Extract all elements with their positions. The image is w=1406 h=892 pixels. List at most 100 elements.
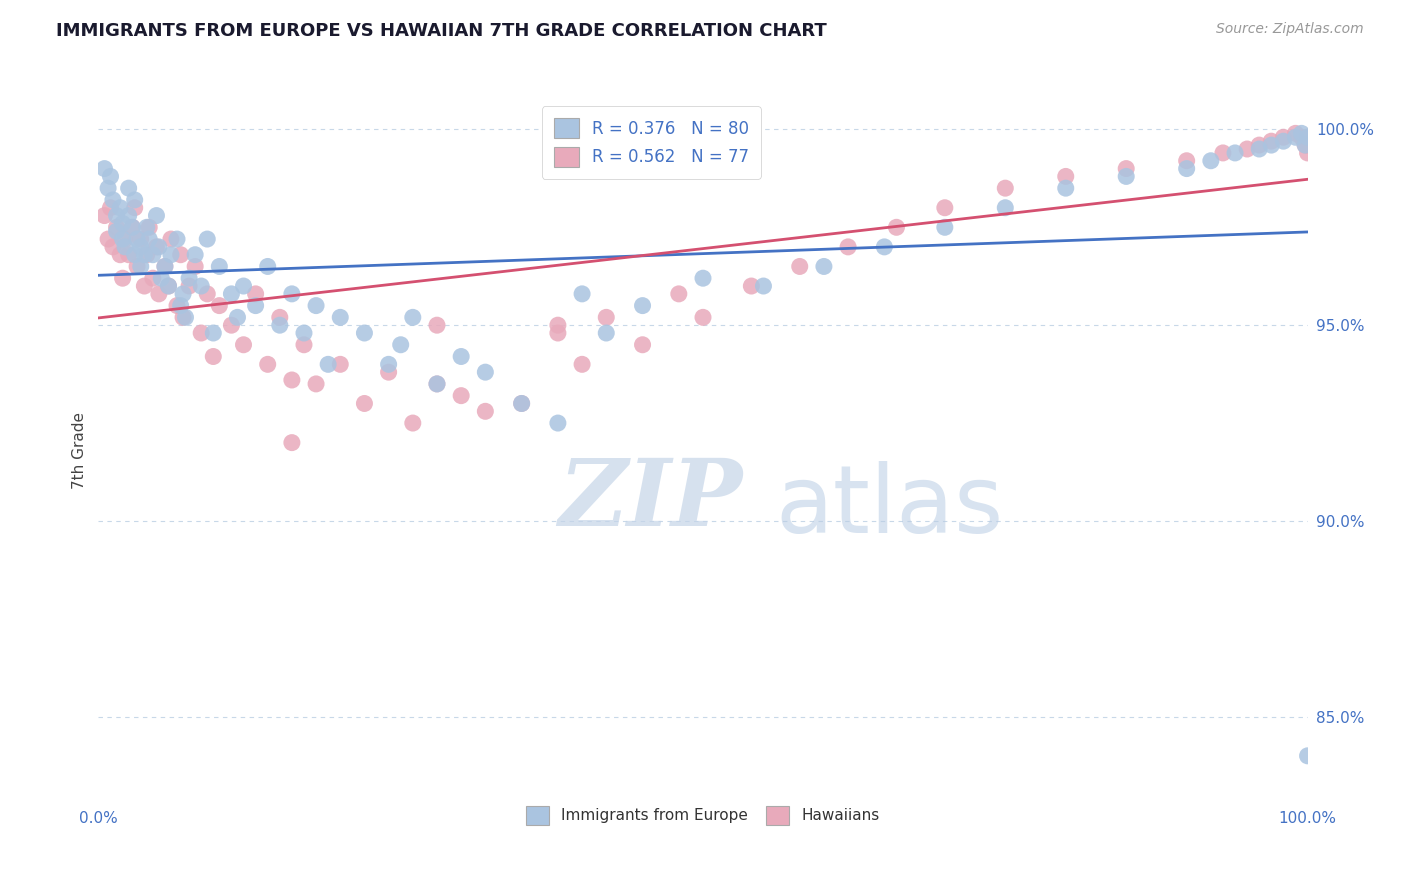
Point [226,310,249,325]
Point [174,310,197,325]
Point [934,220,956,235]
Point [118,209,141,223]
Point [353,396,375,410]
Point [740,279,762,293]
Point [93,161,115,176]
Point [1260,134,1282,148]
Point [108,201,131,215]
Point [169,299,191,313]
Point [402,310,425,325]
Text: Source: ZipAtlas.com: Source: ZipAtlas.com [1216,22,1364,37]
Point [377,365,399,379]
Point [1284,130,1306,145]
Point [510,396,533,410]
Point [1294,138,1316,153]
Point [124,201,146,215]
Point [994,181,1017,195]
Point [97,232,120,246]
Point [221,318,243,333]
Point [134,248,156,262]
Point [934,201,956,215]
Point [474,365,496,379]
Point [142,271,165,285]
Point [269,310,291,325]
Point [426,376,449,391]
Point [221,286,243,301]
Point [245,299,267,313]
Point [547,326,569,340]
Point [100,169,122,184]
Point [148,286,170,301]
Point [631,337,654,351]
Point [157,279,180,293]
Point [256,357,278,371]
Point [426,376,449,391]
Point [111,232,134,246]
Point [124,193,146,207]
Point [172,286,194,301]
Point [138,232,160,246]
Point [134,279,156,293]
Point [450,350,472,364]
Point [886,220,908,235]
Point [292,337,315,351]
Point [329,357,352,371]
Point [1115,161,1137,176]
Point [145,209,167,223]
Point [426,318,449,333]
Point [402,416,425,430]
Point [105,224,128,238]
Point [1296,130,1319,145]
Point [114,240,136,254]
Point [150,271,173,285]
Point [153,260,176,274]
Point [1296,145,1319,160]
Point [1272,134,1295,148]
Point [121,220,143,235]
Point [232,337,254,351]
Point [752,279,775,293]
Point [148,240,170,254]
Point [195,232,218,246]
Point [631,299,654,313]
Point [1260,138,1282,153]
Point [208,260,231,274]
Text: IMMIGRANTS FROM EUROPE VS HAWAIIAN 7TH GRADE CORRELATION CHART: IMMIGRANTS FROM EUROPE VS HAWAIIAN 7TH G… [56,22,827,40]
Point [1284,126,1306,140]
Point [127,260,149,274]
Point [1199,153,1222,168]
Legend: Immigrants from Europe, Hawaiians: Immigrants from Europe, Hawaiians [517,797,889,834]
Point [101,240,124,254]
Point [172,310,194,325]
Point [129,240,152,254]
Point [305,376,328,391]
Point [195,286,218,301]
Point [1291,130,1313,145]
Point [1296,134,1319,148]
Point [135,248,157,262]
Point [208,299,231,313]
Point [202,326,225,340]
Point [547,318,569,333]
Point [166,299,188,313]
Point [160,248,183,262]
Point [157,279,180,293]
Point [837,240,859,254]
Point [1296,748,1319,763]
Point [190,326,212,340]
Point [1294,138,1316,153]
Point [1236,142,1258,156]
Point [1223,145,1246,160]
Text: atlas: atlas [776,461,1004,553]
Point [281,435,304,450]
Point [101,193,124,207]
Point [329,310,352,325]
Point [118,248,141,262]
Point [245,286,267,301]
Point [353,326,375,340]
Point [692,271,714,285]
Point [269,318,291,333]
Point [108,248,131,262]
Point [1175,153,1198,168]
Point [789,260,811,274]
